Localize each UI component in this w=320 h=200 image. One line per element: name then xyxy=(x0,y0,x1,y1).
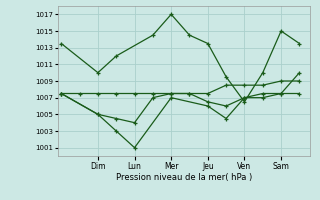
X-axis label: Pression niveau de la mer( hPa ): Pression niveau de la mer( hPa ) xyxy=(116,173,252,182)
